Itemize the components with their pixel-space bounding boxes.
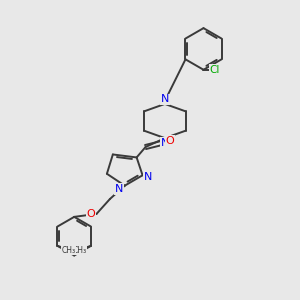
- Text: N: N: [161, 94, 169, 104]
- Text: O: O: [166, 136, 174, 146]
- Text: N: N: [161, 138, 169, 148]
- Text: O: O: [87, 209, 95, 219]
- Text: CH₃: CH₃: [73, 246, 87, 255]
- Text: CH₃: CH₃: [61, 246, 76, 255]
- Text: N: N: [144, 172, 152, 182]
- Text: Cl: Cl: [210, 65, 220, 75]
- Text: N: N: [115, 184, 124, 194]
